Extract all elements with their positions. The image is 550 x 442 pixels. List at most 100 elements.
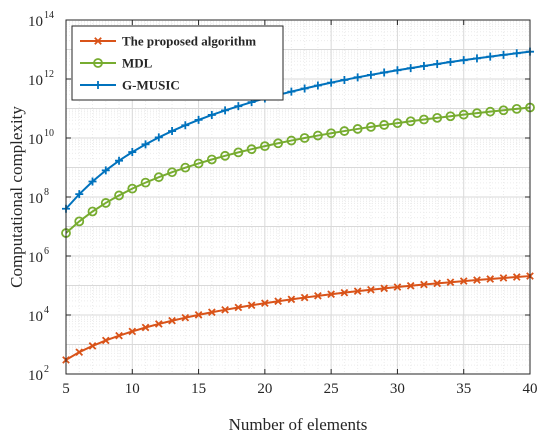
series-1-point bbox=[380, 284, 389, 293]
series-3-point bbox=[472, 54, 481, 63]
series-3-point bbox=[419, 61, 428, 70]
series-2-point bbox=[100, 198, 111, 208]
series-2-point bbox=[445, 111, 456, 122]
series-2-point bbox=[167, 167, 177, 178]
series-3-point bbox=[486, 52, 495, 61]
series-3-point bbox=[75, 190, 84, 199]
y-tick-label: 10 bbox=[28, 250, 43, 266]
series-3-point bbox=[446, 58, 455, 67]
series-1-point bbox=[512, 273, 521, 281]
series-1-point bbox=[168, 316, 176, 325]
series-3-point bbox=[327, 78, 336, 87]
series-layer bbox=[61, 47, 535, 364]
y-tick-label: 10 bbox=[28, 368, 43, 384]
series-2-point bbox=[405, 116, 416, 127]
series-2-point bbox=[379, 120, 390, 130]
series-2-point bbox=[366, 121, 376, 132]
series-2-point bbox=[180, 162, 191, 173]
series-1-point bbox=[154, 320, 163, 328]
series-1-point bbox=[367, 285, 375, 294]
series-3-point bbox=[433, 59, 442, 68]
series-1-point bbox=[327, 290, 335, 299]
y-tick-exponent: 12 bbox=[44, 69, 54, 80]
series-3-point bbox=[181, 121, 190, 130]
series-1-point bbox=[314, 292, 322, 300]
series-1-point bbox=[473, 276, 481, 284]
y-tick-exponent: 14 bbox=[44, 10, 54, 21]
series-2-point bbox=[206, 154, 217, 165]
series-1-point bbox=[486, 275, 495, 283]
x-tick-label: 30 bbox=[390, 381, 405, 397]
series-1-line bbox=[65, 275, 531, 361]
x-tick-label: 40 bbox=[523, 381, 538, 397]
legend-swatch-marker bbox=[94, 81, 102, 89]
y-tick-label: 10 bbox=[28, 14, 43, 30]
series-3-point bbox=[353, 73, 362, 82]
series-3-point bbox=[313, 81, 322, 90]
series-3-point bbox=[234, 102, 243, 111]
series-3-point bbox=[221, 106, 230, 115]
series-1-point bbox=[300, 293, 309, 302]
series-1-point bbox=[115, 331, 123, 340]
series-1-point bbox=[181, 313, 190, 322]
series-2-point bbox=[339, 126, 350, 136]
series-2-point bbox=[392, 118, 403, 128]
y-axis-label: Computational complexity bbox=[7, 106, 26, 288]
series-2-line bbox=[65, 106, 531, 234]
series-2-point bbox=[485, 106, 496, 117]
series-2-point bbox=[326, 128, 337, 139]
legend-entry: G-MUSIC bbox=[122, 78, 180, 93]
series-1-point bbox=[353, 287, 362, 296]
series-1-point bbox=[406, 281, 415, 290]
series-3-point bbox=[366, 70, 375, 79]
series-2-point bbox=[74, 216, 85, 227]
y-tick-label: 10 bbox=[28, 73, 43, 89]
series-2-point bbox=[87, 206, 98, 217]
series-3-point bbox=[115, 156, 124, 165]
series-3-point bbox=[168, 127, 177, 136]
series-1-point bbox=[446, 278, 455, 287]
y-tick-exponent: 2 bbox=[44, 364, 49, 375]
series-2-point bbox=[193, 158, 204, 169]
series-2-point bbox=[419, 114, 429, 125]
series-2-point bbox=[432, 112, 443, 123]
series-3-point bbox=[128, 148, 137, 157]
series-2-point bbox=[352, 124, 363, 134]
series-1-point bbox=[194, 311, 203, 319]
y-tick-exponent: 8 bbox=[44, 187, 49, 198]
series-3-point bbox=[300, 84, 309, 93]
series-3-point bbox=[499, 50, 508, 59]
series-1-point bbox=[128, 327, 137, 336]
series-2-point bbox=[273, 138, 284, 149]
series-1-point bbox=[340, 288, 349, 297]
series-3-point bbox=[340, 75, 349, 84]
legend-entry: The proposed algorithm bbox=[122, 34, 256, 49]
series-2-point bbox=[114, 190, 124, 201]
series-1-point bbox=[459, 277, 468, 285]
y-tick-exponent: 10 bbox=[44, 128, 54, 139]
y-tick-label: 10 bbox=[28, 132, 43, 148]
series-3-point bbox=[207, 110, 216, 119]
major-grid bbox=[66, 20, 530, 374]
legend-entry: MDL bbox=[122, 56, 153, 71]
x-tick-label: 5 bbox=[62, 381, 70, 397]
series-2-point bbox=[259, 141, 270, 152]
y-tick-label: 10 bbox=[28, 191, 43, 207]
series-2-point bbox=[312, 130, 323, 141]
series-2-point bbox=[511, 103, 522, 114]
series-2 bbox=[61, 102, 535, 238]
series-3-point bbox=[88, 177, 97, 186]
x-axis-label: Number of elements bbox=[229, 415, 368, 434]
series-1-point bbox=[221, 305, 229, 314]
series-2-point bbox=[498, 105, 509, 116]
x-tick-label: 25 bbox=[324, 381, 339, 397]
series-1-point bbox=[234, 303, 243, 312]
series-2-point bbox=[127, 183, 138, 194]
series-1-point bbox=[499, 274, 508, 282]
series-1-point bbox=[101, 336, 110, 345]
series-1-point bbox=[261, 299, 269, 308]
series-3-point bbox=[393, 66, 402, 75]
x-tick-label: 15 bbox=[191, 381, 206, 397]
